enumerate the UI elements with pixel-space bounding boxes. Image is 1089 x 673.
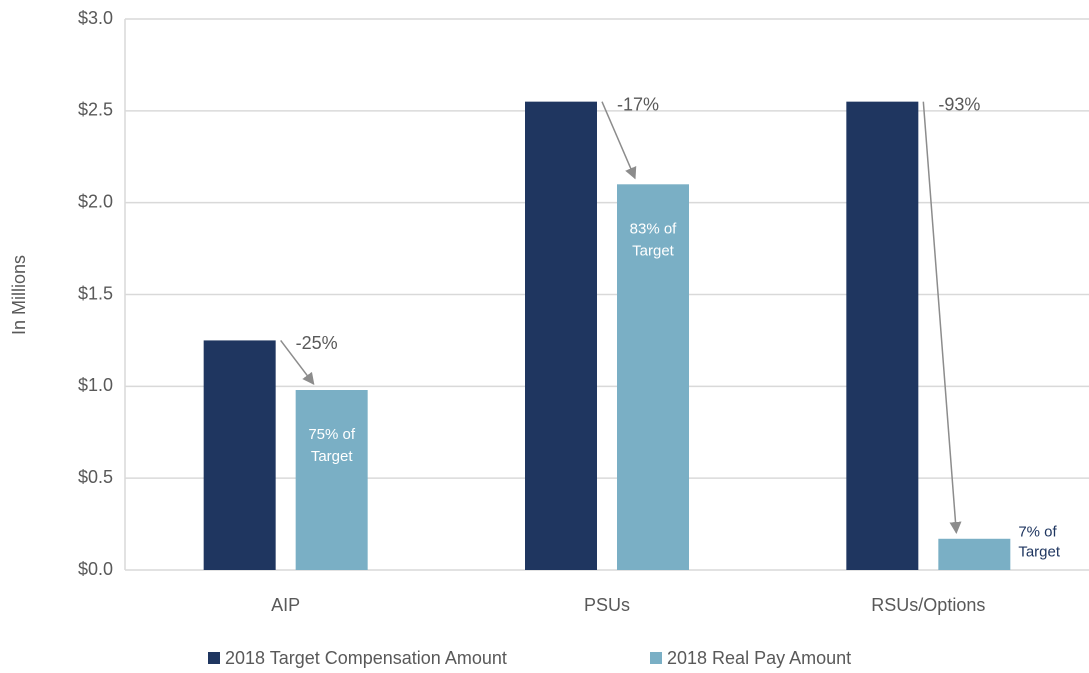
- legend-label: 2018 Real Pay Amount: [667, 648, 851, 668]
- change-arrow: [601, 101, 637, 180]
- x-tick-label: RSUs/Options: [871, 595, 985, 615]
- y-tick-label: $2.5: [78, 100, 113, 120]
- y-axis-label: In Millions: [9, 255, 29, 335]
- bar-label: Target: [1018, 544, 1061, 561]
- y-tick-label: $0.5: [78, 467, 113, 487]
- change-label: -17%: [617, 94, 659, 114]
- y-tick-label: $3.0: [78, 8, 113, 28]
- change-label: -93%: [938, 94, 980, 114]
- bar: [295, 390, 368, 570]
- change-label: -25%: [296, 333, 338, 353]
- bar-label: 83% of: [630, 220, 678, 237]
- bar: [846, 101, 919, 571]
- change-arrow: [922, 101, 962, 534]
- bar: [203, 340, 276, 570]
- bar-label: 75% of: [308, 426, 356, 443]
- bar-label: Target: [311, 448, 354, 465]
- x-tick-label: PSUs: [584, 595, 630, 615]
- y-tick-label: $0.0: [78, 559, 113, 579]
- y-tick-label: $1.0: [78, 375, 113, 395]
- legend-swatch: [650, 652, 662, 664]
- bar: [525, 101, 597, 571]
- change-arrow: [280, 339, 315, 385]
- bar: [617, 184, 689, 571]
- y-tick-label: $1.5: [78, 283, 113, 303]
- bar-label: 7% of: [1018, 524, 1057, 541]
- x-tick-label: AIP: [271, 595, 300, 615]
- legend-swatch: [208, 652, 220, 664]
- legend-label: 2018 Target Compensation Amount: [225, 648, 507, 668]
- bar-label: Target: [632, 242, 675, 259]
- y-tick-label: $2.0: [78, 191, 113, 211]
- bar: [938, 538, 1011, 570]
